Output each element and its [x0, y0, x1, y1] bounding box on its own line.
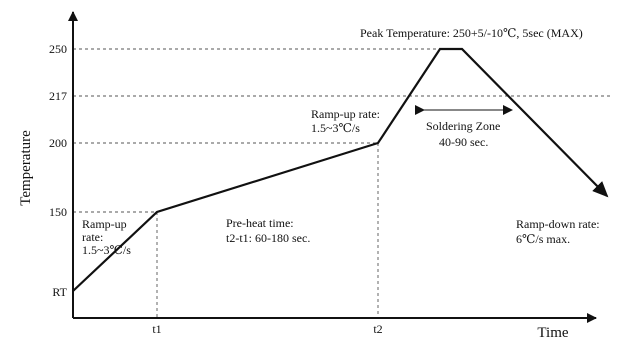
preheat-line-1: Pre-heat time:: [226, 216, 294, 230]
profile-line: [72, 47, 609, 292]
guide-lines: [73, 48, 612, 318]
y-tick-200: 200: [49, 136, 67, 150]
ramp-up-2-line-2: 1.5~3℃/s: [311, 121, 360, 135]
ramp-up-1-line-1: Ramp-up: [82, 217, 127, 231]
x-tick-t1: t1: [152, 322, 161, 336]
soldering-zone-line-2: 40-90 sec.: [439, 135, 488, 149]
preheat-line-2: t2-t1: 60-180 sec.: [226, 231, 310, 245]
ramp-down-line-1: Ramp-down rate:: [516, 217, 600, 231]
y-axis-title: Temperature: [18, 130, 34, 206]
x-tick-t2: t2: [373, 322, 382, 336]
y-tick-217: 217: [49, 89, 67, 103]
ramp-up-1-line-2: rate:: [82, 230, 103, 244]
y-tick-150: 150: [49, 205, 67, 219]
ramp-down-line-2: 6℃/s max.: [516, 232, 570, 246]
ramp-up-2-line-1: Ramp-up rate:: [311, 107, 380, 121]
y-tick-250: 250: [49, 42, 67, 56]
x-axis-title: Time: [537, 325, 568, 340]
peak-annotation: Peak Temperature: 250+5/-10℃, 5sec (MAX): [360, 26, 583, 40]
y-tick-rt: RT: [52, 285, 67, 299]
ramp-up-1-line-3: 1.5~3℃/s: [82, 243, 131, 257]
soldering-zone-line-1: Soldering Zone: [426, 119, 500, 133]
